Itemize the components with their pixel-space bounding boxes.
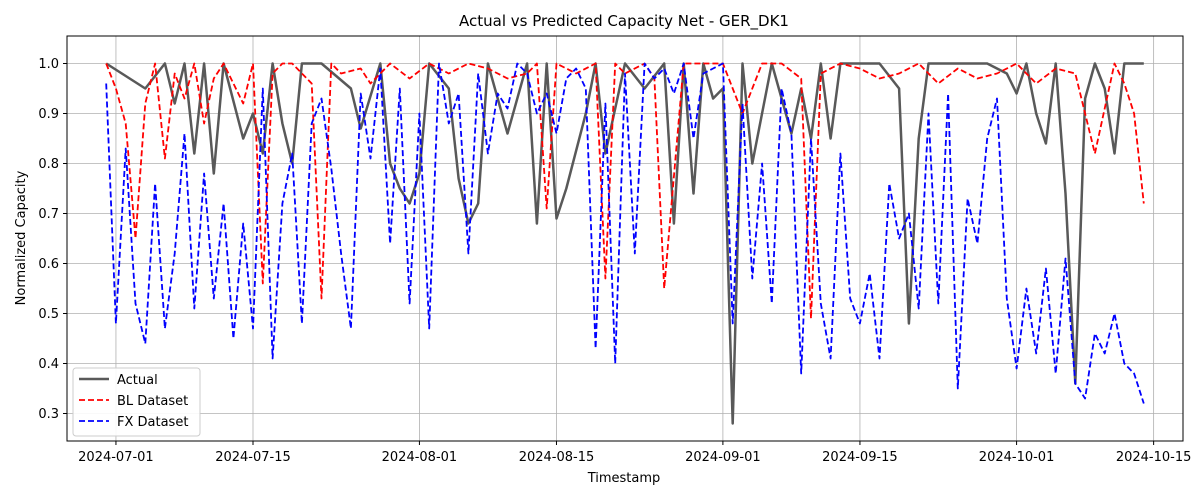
y-axis-label: Normalized Capacity [14, 170, 29, 305]
x-tick-label: 2024-09-15 [822, 450, 898, 465]
y-tick-label: 0.9 [38, 107, 59, 122]
x-tick-label: 2024-07-01 [78, 450, 154, 465]
legend-label-fx-dataset: FX Dataset [117, 415, 188, 430]
x-tick-label: 2024-10-15 [1116, 450, 1192, 465]
y-tick-label: 0.5 [38, 307, 59, 322]
x-axis-ticks: 2024-07-01 2024-07-15 2024-08-01 2024-08-15… [78, 441, 1191, 465]
y-tick-label: 0.8 [38, 157, 59, 172]
x-tick-label: 2024-08-15 [519, 450, 595, 465]
x-tick-label: 2024-07-15 [215, 450, 291, 465]
plot-frame [66, 35, 1184, 442]
y-tick-label: 0.4 [38, 357, 59, 372]
legend-label-bl-dataset: BL Dataset [117, 394, 188, 409]
grid-lines [67, 36, 1183, 441]
legend-box [72, 367, 201, 437]
series-line-fx-dataset [105, 62, 1145, 404]
series-lines [105, 62, 1145, 425]
chart-title: Actual vs Predicted Capacity Net - GER_D… [459, 12, 789, 31]
y-tick-label: 0.3 [38, 407, 59, 422]
y-tick-label: 0.6 [38, 257, 59, 272]
y-tick-label: 1.0 [38, 57, 59, 72]
y-tick-label: 0.7 [38, 207, 59, 222]
series-line-actual [105, 62, 1144, 425]
x-axis-label: Timestamp [587, 471, 661, 486]
x-tick-label: 2024-08-01 [382, 450, 458, 465]
y-axis-ticks: 0.3 0.4 0.5 0.6 0.7 0.8 0.9 1.0 [38, 57, 67, 422]
x-tick-label: 2024-09-01 [685, 450, 761, 465]
series-line-bl-dataset [105, 62, 1145, 320]
x-tick-label: 2024-10-01 [979, 450, 1055, 465]
legend: Actual BL Dataset FX Dataset [72, 367, 201, 437]
legend-label-actual: Actual [117, 373, 158, 388]
